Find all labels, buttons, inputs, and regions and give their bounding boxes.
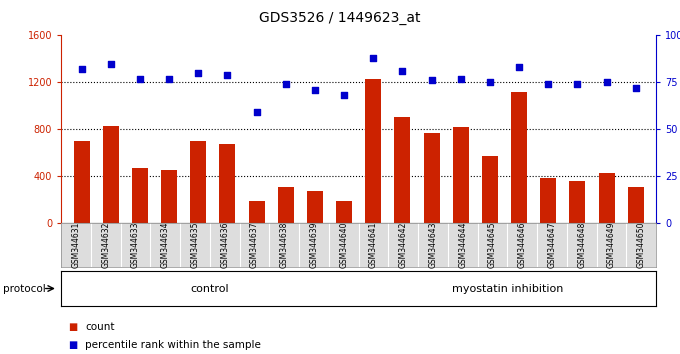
Point [513,64,524,70]
Point [543,81,554,87]
Text: GDS3526 / 1449623_at: GDS3526 / 1449623_at [259,11,421,25]
Text: GSM344639: GSM344639 [309,222,318,268]
Text: GSM344635: GSM344635 [190,222,199,268]
Point [164,76,175,81]
Point [630,85,641,91]
Point [456,76,466,81]
Text: GSM344636: GSM344636 [220,222,229,268]
Point [193,70,204,76]
Text: protocol: protocol [3,284,46,293]
Bar [132,168,148,223]
Text: control: control [190,284,229,293]
Point [485,79,496,85]
Point [309,87,320,93]
Text: GSM344637: GSM344637 [250,222,259,268]
Text: GSM344631: GSM344631 [71,222,80,268]
Bar [161,170,177,223]
Bar [336,201,352,223]
Point [105,61,116,67]
Bar [277,187,294,223]
Text: GSM344645: GSM344645 [488,222,497,268]
Point [572,81,583,87]
Bar [307,192,323,223]
Bar [453,127,469,223]
Point [426,78,437,83]
Bar [511,92,527,223]
Text: ■: ■ [68,340,78,350]
Point [368,55,379,61]
Point [339,93,350,98]
Text: GSM344647: GSM344647 [547,222,556,268]
Bar [628,187,644,223]
Text: GSM344648: GSM344648 [577,222,586,268]
Text: myostatin inhibition: myostatin inhibition [452,284,563,293]
Point [280,81,291,87]
Point [397,68,408,74]
Bar [482,156,498,223]
Text: GSM344641: GSM344641 [369,222,378,268]
Text: GSM344646: GSM344646 [518,222,527,268]
Point [251,109,262,115]
Point [601,79,612,85]
Text: percentile rank within the sample: percentile rank within the sample [85,340,261,350]
Text: GSM344650: GSM344650 [637,222,646,268]
Bar [190,141,206,223]
Point [76,66,87,72]
Text: GSM344633: GSM344633 [131,222,140,268]
Bar [541,178,556,223]
Bar [365,79,381,223]
Text: GSM344634: GSM344634 [161,222,170,268]
Bar [73,141,90,223]
Text: GSM344642: GSM344642 [399,222,408,268]
Text: GSM344649: GSM344649 [607,222,616,268]
Text: GSM344632: GSM344632 [101,222,110,268]
Bar [394,118,411,223]
Text: count: count [85,322,114,332]
Bar [424,133,440,223]
Bar [249,201,265,223]
Point [135,76,146,81]
Point [222,72,233,78]
Text: GSM344644: GSM344644 [458,222,467,268]
Bar [598,173,615,223]
Text: GSM344638: GSM344638 [280,222,289,268]
Text: ■: ■ [68,322,78,332]
Text: GSM344643: GSM344643 [428,222,437,268]
Bar [569,181,585,223]
Text: GSM344640: GSM344640 [339,222,348,268]
Bar [220,144,235,223]
Bar [103,126,119,223]
